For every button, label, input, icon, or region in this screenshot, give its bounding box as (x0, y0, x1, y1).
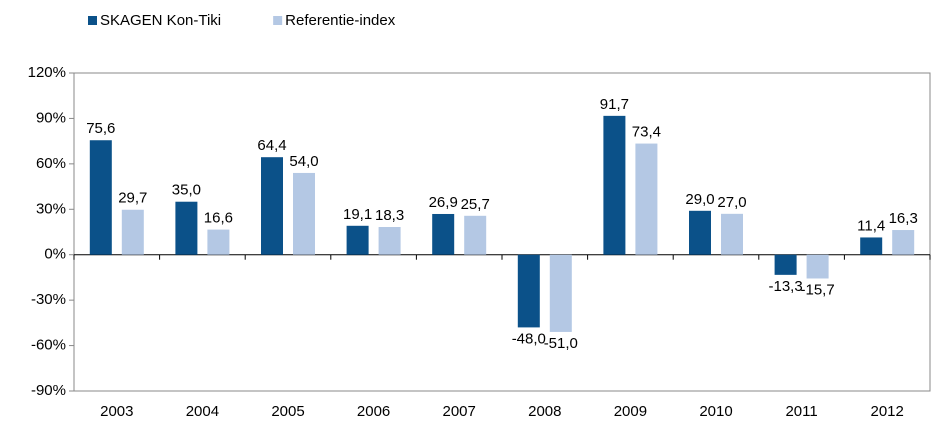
bar (689, 210, 711, 255)
bar (261, 157, 283, 255)
x-tick-label: 2010 (699, 403, 732, 420)
x-tick-label: 2006 (357, 403, 390, 420)
legend-label: SKAGEN Kon-Tiki (100, 12, 221, 29)
value-label: -48,0 (512, 330, 546, 347)
value-label: 18,3 (375, 207, 404, 224)
value-label: 75,6 (86, 120, 115, 137)
legend-swatch (273, 16, 283, 25)
bar (603, 115, 626, 255)
x-tick-label: 2009 (614, 403, 647, 420)
y-tick-label: 120% (28, 64, 66, 81)
value-label: 91,7 (600, 96, 629, 113)
x-tick-label: 2003 (100, 403, 133, 420)
bar (207, 229, 230, 255)
bar (378, 227, 401, 255)
bar (89, 140, 112, 255)
value-label: 73,4 (632, 124, 661, 141)
bar (774, 254, 797, 275)
value-label: 29,0 (685, 191, 714, 208)
bar (464, 215, 487, 255)
bar (892, 230, 915, 255)
bar (549, 254, 572, 332)
value-label: 16,6 (204, 210, 233, 227)
value-label: 35,0 (172, 182, 201, 199)
value-label: -13,3 (768, 278, 802, 295)
value-label: 26,9 (429, 194, 458, 211)
plot-frame (73, 72, 931, 392)
legend-swatch (88, 16, 97, 25)
x-tick-label: 2011 (785, 403, 817, 420)
x-tick-label: 2012 (871, 403, 904, 420)
bar (635, 143, 658, 255)
value-label: -15,7 (800, 281, 834, 298)
value-label: 27,0 (717, 194, 746, 211)
x-tick-label: 2007 (443, 403, 476, 420)
legend-label: Referentie-index (285, 12, 396, 29)
value-label: 29,7 (118, 190, 147, 207)
bar (121, 209, 144, 255)
bar (860, 237, 883, 255)
y-tick-label: 0% (44, 246, 66, 263)
value-label: 54,0 (289, 153, 318, 170)
bar (346, 225, 369, 255)
bar (721, 213, 743, 255)
value-label: 64,4 (257, 137, 286, 154)
y-tick-label: 90% (36, 109, 66, 126)
bar (432, 213, 455, 255)
y-tick-label: -60% (31, 337, 66, 354)
bar (806, 254, 829, 279)
y-tick-label: 60% (36, 155, 66, 172)
y-tick-label: 30% (36, 200, 66, 217)
bar (175, 201, 198, 255)
value-label: 11,4 (857, 217, 885, 234)
value-label: 19,1 (343, 206, 372, 223)
bar (293, 172, 315, 255)
value-label: 16,3 (889, 210, 918, 227)
bar (517, 254, 540, 328)
value-label: -51,0 (544, 335, 578, 352)
x-tick-label: 2004 (186, 403, 219, 420)
value-label: 25,7 (461, 196, 490, 213)
y-tick-label: -90% (31, 382, 66, 399)
y-tick-label: -30% (31, 291, 66, 308)
x-tick-label: 2005 (271, 403, 304, 420)
x-tick-label: 2008 (528, 403, 561, 420)
